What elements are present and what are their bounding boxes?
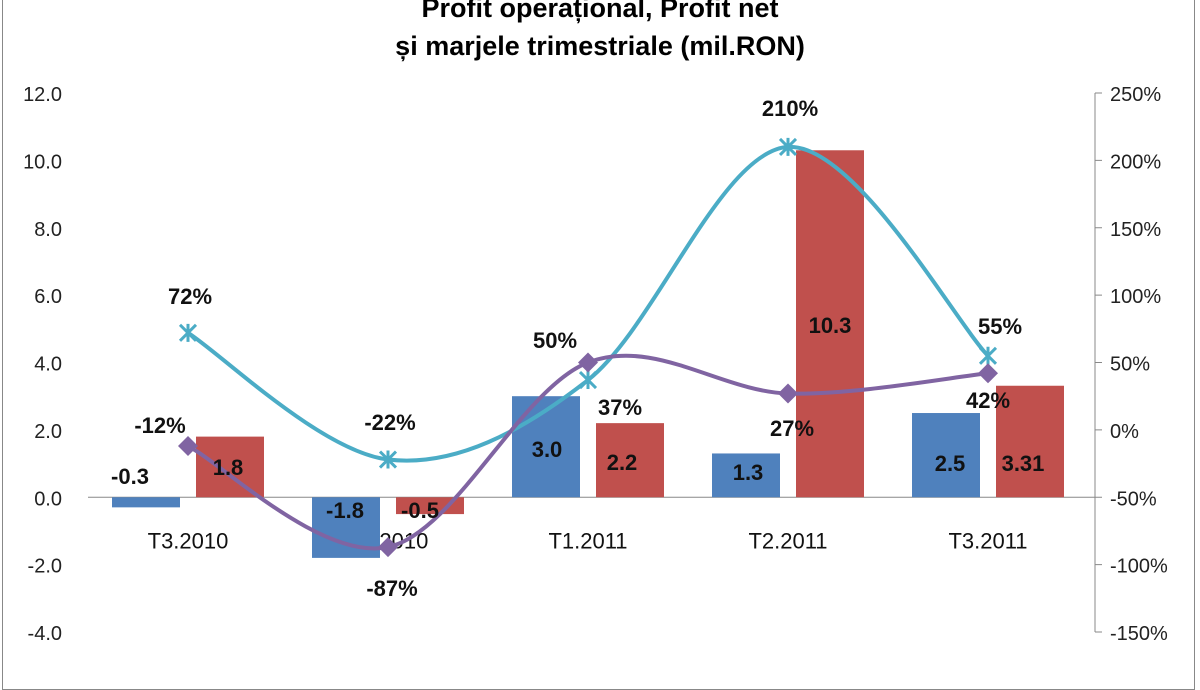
right-tick-label: 100% — [1110, 286, 1161, 308]
chart-title-line2: și marjele trimestriale (mil.RON) — [395, 31, 805, 61]
operational-profit-bar — [512, 396, 580, 498]
operational-profit-bar — [712, 453, 780, 498]
margin-data-label: -22% — [364, 410, 415, 435]
right-tick-label: 200% — [1110, 151, 1161, 173]
bar-data-label: -0.3 — [111, 464, 149, 489]
operational-margin-marker — [378, 450, 398, 469]
left-tick-label: 10.0 — [23, 151, 62, 173]
left-tick-label: -2.0 — [28, 556, 62, 578]
margin-data-label: 55% — [978, 314, 1022, 339]
category-label: T3.2011 — [948, 528, 1027, 553]
net-profit-bar — [196, 436, 264, 498]
bar-data-label: 2.2 — [607, 450, 638, 475]
left-tick-label: 12.0 — [23, 84, 62, 106]
bar-data-label: 3.31 — [1002, 451, 1045, 476]
net-profit-bar — [996, 385, 1064, 498]
net-margin-marker — [778, 383, 798, 404]
margin-data-label: 42% — [966, 388, 1010, 413]
bar-data-label: 1.8 — [213, 455, 244, 480]
net-margin-marker — [378, 537, 398, 558]
chart-title-line1: Profit operațional, Profit net — [421, 0, 779, 23]
bar-data-label: 2.5 — [935, 451, 966, 476]
category-label: T1.2011 — [548, 528, 627, 553]
net-margin-marker — [178, 436, 198, 457]
bar-data-label: 1.3 — [733, 460, 764, 485]
operational-margin-marker — [778, 137, 798, 156]
left-tick-label: 6.0 — [34, 286, 62, 308]
chart-plot: -4.0 -2.0 0.0 2.0 4.0 6.0 8.0 10.0 12.0 -150% -100… — [23, 84, 1168, 645]
category-label: T2.2011 — [748, 528, 827, 553]
operational-margin-line — [186, 144, 990, 463]
left-tick-label: 8.0 — [34, 219, 62, 241]
left-tick-label: 4.0 — [34, 354, 62, 376]
net-margin-marker — [978, 363, 998, 384]
margin-data-label: 210% — [762, 96, 818, 121]
left-tick-label: -4.0 — [28, 623, 62, 645]
bar-data-label: 3.0 — [532, 437, 563, 462]
right-tick-label: -100% — [1110, 556, 1168, 578]
left-tick-label: 0.0 — [34, 488, 62, 510]
right-tick-label: 250% — [1110, 84, 1161, 106]
right-tick-label: 150% — [1110, 219, 1161, 241]
net-profit-bar — [396, 497, 464, 515]
margin-data-label: 37% — [598, 395, 642, 420]
margin-data-label: -12% — [134, 413, 185, 438]
right-tick-label: -150% — [1110, 623, 1168, 645]
operational-margin-marker — [978, 346, 998, 365]
net-profit-bar — [796, 150, 864, 498]
right-tick-label: -50% — [1110, 488, 1157, 510]
bar-data-label: -0.5 — [401, 498, 439, 523]
operational-profit-bar — [912, 413, 980, 498]
bar-data-label: 10.3 — [809, 313, 852, 338]
net-margin-line — [187, 353, 989, 551]
margin-data-label: 27% — [770, 416, 814, 441]
operational-profit-bar — [112, 497, 180, 508]
net-margin-marker — [578, 352, 598, 373]
right-tick-label: 0% — [1110, 421, 1139, 443]
operational-margin-marker — [178, 323, 198, 342]
margin-data-label: 72% — [168, 284, 212, 309]
bar-data-label: -1.8 — [326, 498, 364, 523]
left-tick-label: 2.0 — [34, 421, 62, 443]
margin-data-label: -87% — [366, 576, 417, 601]
margin-data-label: 50% — [533, 328, 577, 353]
operational-margin-marker — [578, 370, 598, 390]
net-profit-bar — [596, 423, 664, 498]
right-tick-label: 50% — [1110, 354, 1150, 376]
category-label: T3.2010 — [148, 528, 229, 553]
